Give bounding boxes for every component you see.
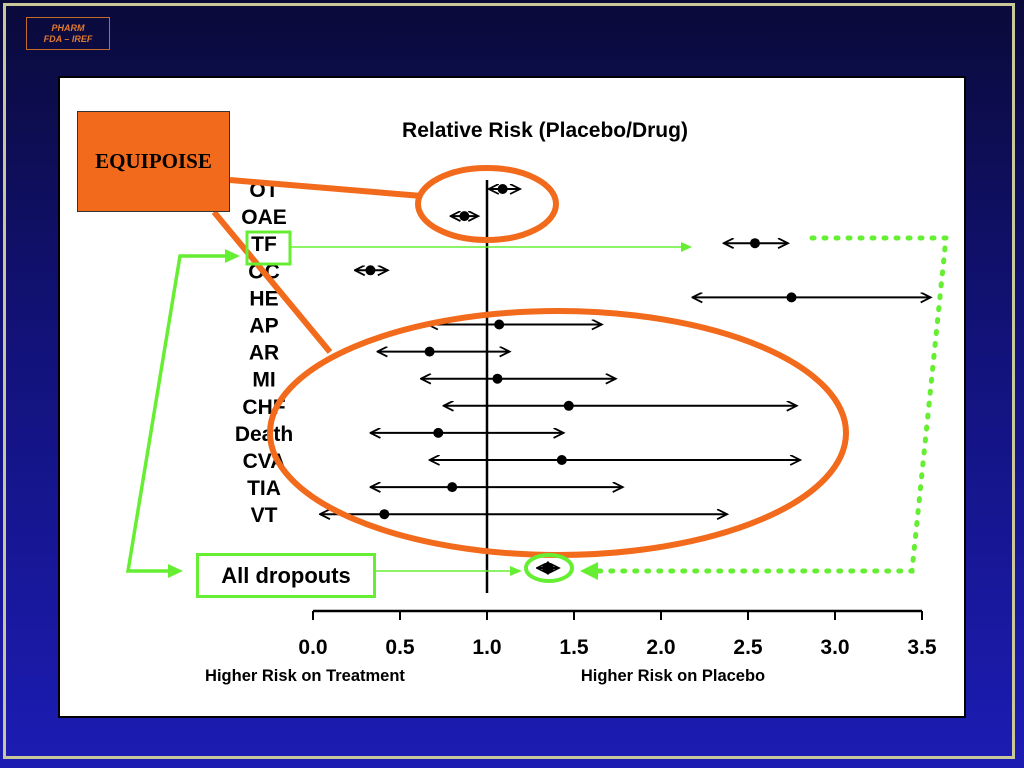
x-tick-label: 0.5 xyxy=(385,636,415,659)
x-tick-label: 0.0 xyxy=(298,636,327,659)
x-tick-label: 1.0 xyxy=(472,636,501,659)
row-label: AP xyxy=(249,315,278,338)
point-estimate xyxy=(497,184,508,194)
equipoise-connector-top xyxy=(229,177,423,199)
logo-line-1: PHARM xyxy=(51,22,85,33)
slide-frame xyxy=(3,3,1015,759)
row-label: TF xyxy=(251,233,277,256)
point-estimate xyxy=(379,509,390,520)
equipoise-callout: EQUIPOISE xyxy=(77,111,230,212)
row-label: TIA xyxy=(247,477,281,500)
axis-note-left: Higher Risk on Treatment xyxy=(205,667,405,685)
point-estimate xyxy=(459,211,470,222)
point-estimate xyxy=(492,373,503,384)
point-estimate xyxy=(433,427,444,438)
point-estimate xyxy=(447,482,458,493)
dropouts-arrow-head xyxy=(510,566,522,576)
row-label: MI xyxy=(252,369,275,392)
x-tick-label: 1.5 xyxy=(559,636,589,659)
point-estimate xyxy=(556,455,567,465)
tf-highlight-box xyxy=(245,230,292,266)
x-tick-label: 3.0 xyxy=(820,636,849,659)
green-bracket-arrow-top xyxy=(225,249,240,263)
green-bracket-arrow-bottom xyxy=(168,564,183,578)
summary-highlight-ellipse xyxy=(524,553,574,583)
row-label: HE xyxy=(249,287,278,310)
point-estimate xyxy=(749,238,760,249)
point-estimate xyxy=(424,346,435,357)
row-label: Death xyxy=(235,423,293,446)
all-dropouts-callout: All dropouts xyxy=(196,553,376,598)
point-estimate xyxy=(786,292,797,303)
tf-arrow-head xyxy=(681,242,692,252)
point-estimate xyxy=(494,319,505,330)
dotted-link xyxy=(595,235,949,574)
x-tick-label: 2.5 xyxy=(733,636,763,659)
equipoise-ellipse-small xyxy=(415,165,559,243)
chart-title: Relative Risk (Placebo/Drug) xyxy=(402,119,688,142)
logo-line-2: FDA – IREF xyxy=(43,33,93,44)
dotted-link-arrow-head xyxy=(580,562,598,580)
pharm-logo: PHARM FDA – IREF xyxy=(26,17,110,50)
axis-note-right: Higher Risk on Placebo xyxy=(581,667,765,685)
point-estimate xyxy=(365,265,376,276)
row-label: OAE xyxy=(241,206,287,229)
x-tick-label: 2.0 xyxy=(646,636,675,659)
summary-diamond xyxy=(540,561,555,575)
point-estimate xyxy=(563,400,574,411)
row-label: AR xyxy=(249,342,279,365)
x-tick-label: 3.5 xyxy=(907,636,937,659)
green-bracket xyxy=(125,254,229,573)
equipoise-connector-bottom xyxy=(211,210,333,354)
row-label: VT xyxy=(251,504,278,527)
